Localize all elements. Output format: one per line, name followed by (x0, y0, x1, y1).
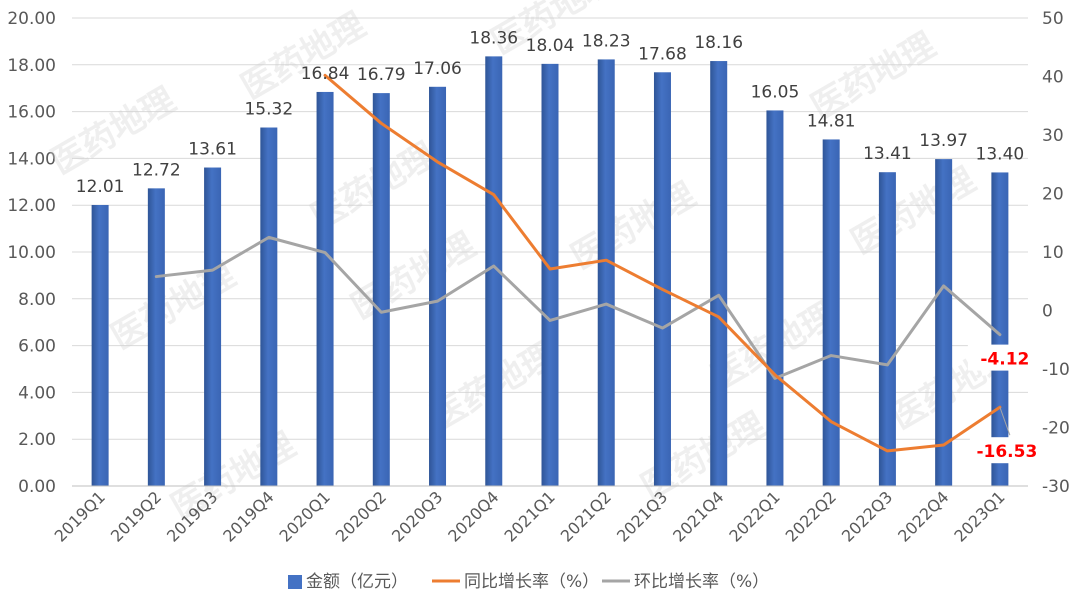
callout-leader-line (999, 407, 1011, 436)
bar (710, 61, 728, 486)
watermark-text: 医药地理 (845, 160, 983, 263)
x-axis-tick-label: 2020Q2 (332, 487, 390, 545)
left-axis-tick-label: 6.00 (18, 337, 56, 357)
bar-value-label: 17.68 (638, 44, 687, 64)
legend-swatch-bar (288, 575, 302, 589)
bar (372, 93, 390, 486)
bar-value-label: 18.16 (694, 33, 743, 53)
x-axis-tick-label: 2021Q2 (557, 487, 615, 545)
left-axis-tick-label: 14.00 (7, 149, 56, 169)
left-axis-tick-label: 18.00 (7, 56, 56, 76)
x-axis-tick-label: 2021Q4 (669, 487, 727, 545)
bar (429, 86, 447, 487)
right-axis-tick-label: 40 (1042, 68, 1064, 88)
left-axis-tick-label: 8.00 (18, 290, 56, 310)
watermark-text: 医药地理 (235, 5, 373, 108)
x-axis-tick-label: 2022Q4 (894, 487, 952, 545)
right-axis-tick-label: 30 (1042, 126, 1064, 146)
right-axis-tick-label: 20 (1042, 185, 1064, 205)
bar (147, 188, 165, 487)
yoy-last-value-label: -16.53 (976, 442, 1037, 462)
x-axis-tick-label: 2022Q2 (782, 487, 840, 545)
bar-value-label: 13.61 (188, 140, 237, 160)
right-axis-tick-label: 0 (1042, 302, 1053, 322)
left-axis-tick-label: 2.00 (18, 430, 56, 450)
bar (204, 167, 222, 486)
watermark-text: 医药地理 (105, 255, 243, 358)
x-axis-tick-label: 2020Q1 (276, 487, 334, 545)
bar (822, 139, 840, 487)
bar-value-label: 16.79 (357, 65, 406, 85)
bar-value-label: 15.32 (244, 100, 293, 120)
x-axis-tick-label: 2019Q1 (51, 487, 109, 545)
x-axis-tick-label: 2023Q1 (950, 487, 1008, 545)
bar-value-label: 13.41 (863, 144, 912, 164)
right-axis-tick-label: -10 (1042, 360, 1070, 380)
left-axis-tick-label: 16.00 (7, 103, 56, 123)
left-axis-tick-label: 12.00 (7, 196, 56, 216)
bar-value-label: 18.23 (582, 31, 631, 51)
qoq-growth-line (154, 235, 1002, 380)
bar-value-label: 16.05 (751, 82, 800, 102)
bar (935, 159, 953, 487)
x-axis-tick-label: 2020Q4 (444, 487, 502, 545)
bar (766, 110, 784, 487)
legend-label: 同比增长率（%） (464, 572, 599, 592)
x-axis-tick-label: 2021Q3 (613, 487, 671, 545)
bar-value-label: 14.81 (807, 111, 856, 131)
bar-value-label: 12.72 (132, 160, 181, 180)
x-axis-tick-label: 2022Q3 (838, 487, 896, 545)
bar (260, 127, 278, 487)
legend-label: 金额（亿元） (306, 572, 408, 592)
right-axis-tick-label: 50 (1042, 9, 1064, 29)
bar (316, 91, 334, 486)
bar (485, 56, 503, 486)
bar-value-label: 13.97 (919, 131, 968, 151)
left-axis-tick-label: 10.00 (7, 243, 56, 263)
watermark-text: 医药地理 (345, 225, 483, 328)
bar-value-label: 16.84 (301, 64, 350, 84)
qoq-last-value-label: -4.12 (980, 350, 1029, 370)
bar (653, 72, 671, 487)
x-axis-tick-label: 2019Q2 (107, 487, 165, 545)
x-axis-tick-label: 2021Q1 (500, 487, 558, 545)
x-axis-tick-label: 2022Q1 (725, 487, 783, 545)
callout-background (967, 344, 1032, 371)
bar (91, 204, 109, 486)
right-axis-tick-label: -20 (1042, 419, 1070, 439)
bar-value-label: 18.36 (469, 28, 518, 48)
bar-value-label: 17.06 (413, 59, 462, 79)
legend-label: 环比增长率（%） (634, 572, 769, 592)
left-axis-tick-label: 20.00 (7, 9, 56, 29)
bar (991, 172, 1009, 486)
bar (541, 63, 559, 486)
left-axis-tick-label: 4.00 (18, 383, 56, 403)
bar (878, 172, 896, 486)
right-axis-tick-label: -30 (1042, 477, 1070, 497)
right-axis-tick-label: 10 (1042, 243, 1064, 263)
left-axis-tick-label: 0.00 (18, 477, 56, 497)
bar-value-label: 12.01 (76, 177, 125, 197)
yoy-growth-line (323, 73, 1002, 453)
bar-value-label: 13.40 (976, 144, 1025, 164)
x-axis-tick-label: 2020Q3 (388, 487, 446, 545)
bar-value-label: 18.04 (526, 36, 575, 56)
callout-background (969, 437, 1040, 464)
bar (597, 59, 615, 486)
